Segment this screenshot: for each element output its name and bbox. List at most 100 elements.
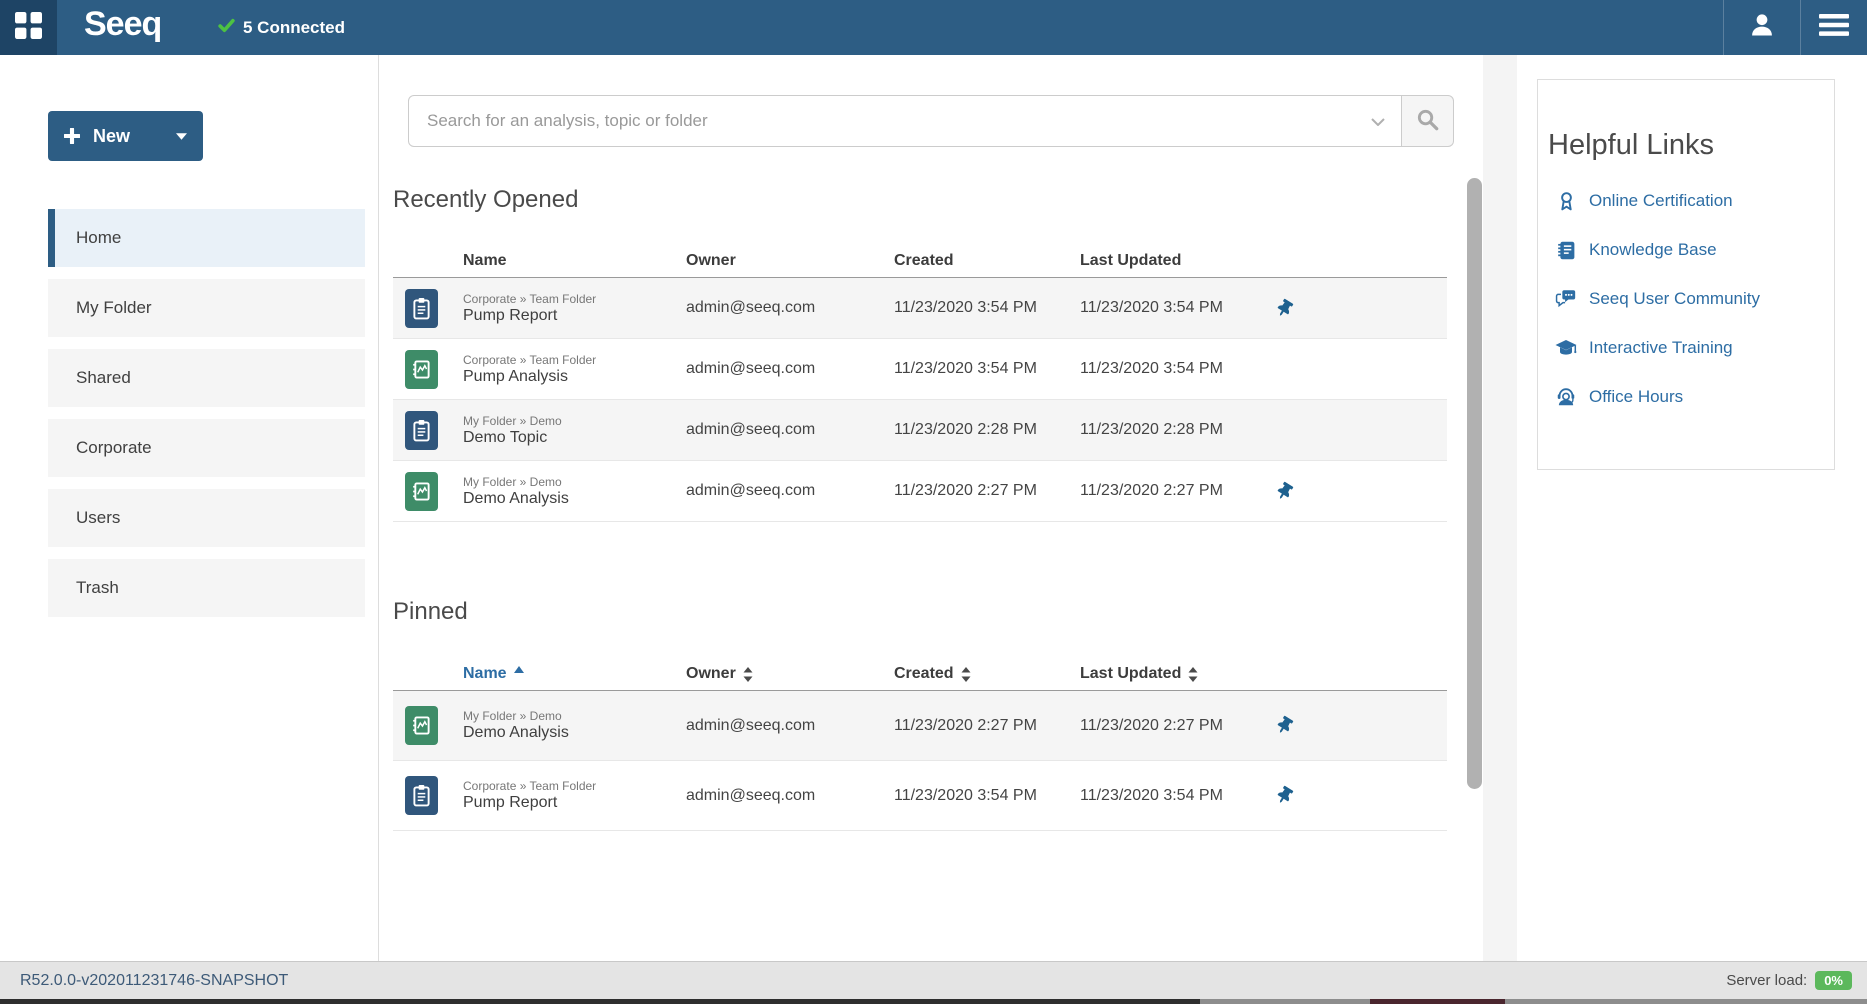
item-name[interactable]: Demo Topic (463, 429, 686, 447)
item-pin-cell (1260, 717, 1308, 734)
sidebar-item-label: Users (76, 508, 120, 528)
item-updated: 11/23/2020 3:54 PM (1080, 299, 1260, 317)
chevron-down-icon[interactable] (1371, 118, 1385, 126)
sidebar-item-shared[interactable]: Shared (48, 349, 365, 407)
column-header-label: Owner (686, 252, 736, 270)
table-row[interactable]: My Folder » DemoDemo Topicadmin@seeq.com… (393, 400, 1447, 461)
helpful-link-online-certification[interactable]: Online Certification (1553, 186, 1834, 216)
sort-icon (1188, 667, 1198, 682)
item-updated: 11/23/2020 2:27 PM (1080, 717, 1260, 735)
award-icon (1553, 191, 1579, 212)
item-name[interactable]: Demo Analysis (463, 490, 686, 508)
hamburger-menu-icon (1819, 14, 1849, 41)
item-name-cell: My Folder » DemoDemo Analysis (463, 475, 686, 508)
topic-icon (405, 289, 438, 328)
sort-icon (961, 667, 971, 682)
item-name-cell: My Folder » DemoDemo Topic (463, 414, 686, 447)
recently-opened-title: Recently Opened (393, 186, 578, 214)
item-name[interactable]: Pump Report (463, 794, 686, 812)
seeq-home-page: Seeq 5 Connected (0, 0, 1867, 1004)
helpful-links-list: Online Certification Knowledge Base Seeq U… (1538, 186, 1834, 412)
column-header-label: Created (894, 665, 954, 683)
column-header-created[interactable]: Created (894, 665, 1080, 683)
column-header-last-updated: Last Updated (1080, 252, 1260, 270)
sidebar: New Home My Folder Shared Corporate Users Tra… (0, 55, 379, 961)
sidebar-item-my-folder[interactable]: My Folder (48, 279, 365, 337)
app-switcher-button[interactable] (0, 0, 57, 55)
helpful-link-interactive-training[interactable]: Interactive Training (1553, 333, 1834, 363)
helpful-link-seeq-user-community[interactable]: Seeq User Community (1553, 284, 1834, 314)
item-name[interactable]: Demo Analysis (463, 724, 686, 742)
item-type-cell (393, 350, 463, 389)
sort-ascending-icon (514, 666, 524, 673)
table-row[interactable]: Corporate » Team FolderPump Reportadmin@… (393, 278, 1447, 339)
item-name-cell: Corporate » Team FolderPump Report (463, 292, 686, 325)
table-row[interactable]: My Folder » DemoDemo Analysisadmin@seeq.… (393, 691, 1447, 761)
pin-icon[interactable] (1276, 787, 1293, 804)
sidebar-item-label: Home (76, 228, 121, 248)
graduation-cap-icon (1553, 336, 1579, 360)
pin-icon[interactable] (1276, 483, 1293, 500)
helpful-link-office-hours[interactable]: Office Hours (1553, 382, 1834, 412)
item-updated: 11/23/2020 2:27 PM (1080, 482, 1260, 500)
item-path: Corporate » Team Folder (463, 779, 686, 793)
status-bar: R52.0.0-v202011231746-SNAPSHOT Server lo… (0, 961, 1867, 999)
connection-status[interactable]: 5 Connected (218, 0, 345, 55)
column-header-name[interactable]: Name (463, 665, 686, 683)
item-created: 11/23/2020 3:54 PM (894, 299, 1080, 317)
item-owner: admin@seeq.com (686, 717, 894, 735)
topic-icon (405, 411, 438, 450)
item-updated: 11/23/2020 3:54 PM (1080, 360, 1260, 378)
analysis-icon (405, 350, 438, 389)
pinned-table: Name Owner Created Last Updated My Folder » … (393, 651, 1447, 831)
top-navbar: Seeq 5 Connected (0, 0, 1867, 55)
item-created: 11/23/2020 2:27 PM (894, 717, 1080, 735)
search-input[interactable] (408, 95, 1402, 147)
item-pin-cell (1260, 787, 1308, 804)
scrollbar-thumb[interactable] (1467, 178, 1482, 789)
user-menu-button[interactable] (1723, 0, 1800, 55)
helpful-link-label: Seeq User Community (1589, 289, 1760, 309)
item-path: My Folder » Demo (463, 475, 686, 489)
sidebar-nav: Home My Folder Shared Corporate Users Trash (48, 209, 365, 629)
column-header-owner[interactable]: Owner (686, 665, 894, 683)
main-menu-button[interactable] (1800, 0, 1867, 55)
helpful-link-label: Office Hours (1589, 387, 1683, 407)
caret-down-icon (176, 133, 187, 140)
table-row[interactable]: Corporate » Team FolderPump Analysisadmi… (393, 339, 1447, 400)
sidebar-item-users[interactable]: Users (48, 489, 365, 547)
sidebar-item-corporate[interactable]: Corporate (48, 419, 365, 477)
server-load: Server load: 0% (1726, 971, 1852, 990)
new-button[interactable]: New (48, 111, 203, 161)
pinned-table-header-row: Name Owner Created Last Updated (393, 651, 1447, 691)
helpful-link-label: Interactive Training (1589, 338, 1733, 358)
item-path: My Folder » Demo (463, 414, 686, 428)
item-pin-cell (1260, 483, 1308, 500)
sidebar-item-home[interactable]: Home (48, 209, 365, 267)
table-row[interactable]: Corporate » Team FolderPump Reportadmin@… (393, 761, 1447, 831)
search-bar (408, 95, 1454, 147)
main-content: Recently Opened NameOwnerCreatedLast Upd… (379, 55, 1483, 961)
sidebar-item-trash[interactable]: Trash (48, 559, 365, 617)
item-owner: admin@seeq.com (686, 360, 894, 378)
column-header-owner: Owner (686, 252, 894, 270)
item-type-cell (393, 289, 463, 328)
column-header-label: Last Updated (1080, 252, 1181, 270)
recently-opened-table: NameOwnerCreatedLast UpdatedCorporate » … (393, 238, 1447, 522)
column-header-label: Owner (686, 665, 736, 683)
seeq-logo[interactable]: Seeq (84, 5, 161, 44)
search-button[interactable] (1402, 95, 1454, 147)
helpful-link-knowledge-base[interactable]: Knowledge Base (1553, 235, 1834, 265)
table-row[interactable]: My Folder » DemoDemo Analysisadmin@seeq.… (393, 461, 1447, 522)
pin-icon[interactable] (1276, 300, 1293, 317)
pin-icon[interactable] (1276, 717, 1293, 734)
column-header-last-updated[interactable]: Last Updated (1080, 665, 1260, 683)
item-updated: 11/23/2020 3:54 PM (1080, 787, 1260, 805)
column-header-label: Name (463, 665, 507, 683)
item-name[interactable]: Pump Report (463, 307, 686, 325)
item-path: Corporate » Team Folder (463, 353, 686, 367)
item-pin-cell (1260, 300, 1308, 317)
item-created: 11/23/2020 2:27 PM (894, 482, 1080, 500)
item-name[interactable]: Pump Analysis (463, 368, 686, 386)
item-path: Corporate » Team Folder (463, 292, 686, 306)
